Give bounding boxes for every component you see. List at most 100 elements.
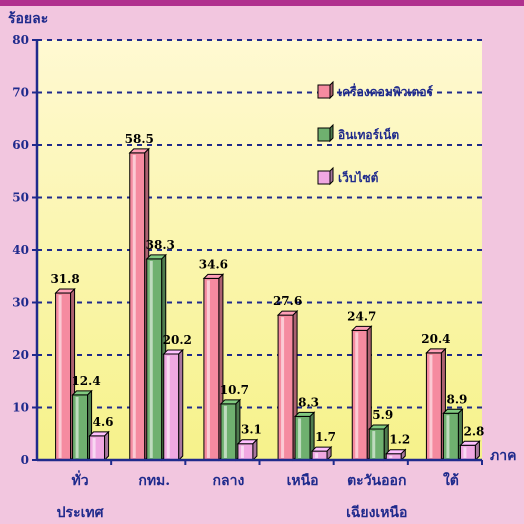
data-label: 20.2 (163, 333, 192, 347)
y-tick-label: 70 (12, 86, 29, 100)
category-label: ประเทศ (57, 505, 105, 521)
data-label: 8.3 (298, 395, 319, 409)
bar-front (442, 412, 459, 461)
bar-front (220, 403, 237, 461)
bar-front (277, 314, 294, 461)
bar-front (237, 443, 254, 461)
bar-front (129, 152, 146, 461)
bar-front (89, 435, 106, 461)
y-tick-label: 20 (12, 348, 29, 362)
y-tick-label: 80 (12, 33, 29, 47)
data-label: 38.3 (146, 238, 175, 252)
bar (236, 438, 259, 462)
data-label: 10.7 (220, 383, 249, 397)
bar-side (326, 445, 332, 462)
top-bar (0, 0, 524, 6)
bar-highlight (372, 431, 376, 458)
data-label: 31.8 (50, 272, 79, 286)
y-tick-label: 30 (12, 296, 29, 310)
y-tick-label: 60 (12, 138, 29, 152)
bar-front (459, 444, 476, 461)
data-label: 2.8 (463, 424, 484, 438)
bar-highlight (446, 415, 450, 458)
bar (276, 309, 299, 462)
bar (293, 411, 316, 462)
legend-swatch-side (329, 80, 334, 100)
bar-highlight (355, 332, 359, 458)
bar (202, 273, 225, 462)
legend-swatch (317, 170, 331, 185)
data-label: 1.7 (315, 430, 336, 444)
bar-highlight (149, 260, 153, 458)
bar-highlight (429, 354, 433, 458)
legend-label: อินเทอร์เน็ต (338, 127, 399, 142)
category-label: กทม. (138, 473, 170, 489)
bar (145, 253, 167, 462)
bar (88, 430, 110, 462)
data-label: 5.9 (372, 408, 393, 422)
y-tick-label: 50 (12, 191, 29, 205)
bar-front (425, 352, 442, 461)
bar-highlight (75, 396, 79, 458)
bar-highlight (298, 418, 302, 458)
data-label: 4.6 (93, 415, 114, 429)
bar (128, 147, 150, 462)
bar-highlight (206, 280, 210, 458)
bar-side (400, 448, 406, 462)
bar-highlight (58, 295, 62, 458)
category-label: กลาง (213, 473, 245, 489)
bar-highlight (389, 455, 393, 458)
bar (162, 348, 184, 462)
bar-highlight (223, 405, 227, 458)
data-label: 3.1 (241, 423, 262, 437)
data-label: 8.9 (446, 392, 467, 406)
bar-front (311, 450, 328, 461)
bar-front (163, 353, 180, 461)
bar-side (252, 438, 258, 462)
data-label: 24.7 (347, 309, 376, 323)
y-tick-label: 10 (12, 401, 29, 415)
bar-highlight (240, 445, 244, 458)
bar-side (178, 348, 184, 462)
category-label: เหนือ (287, 473, 319, 489)
bar-highlight (463, 447, 467, 458)
bar (351, 325, 373, 462)
y-axis-label: ร้อยละ (8, 11, 48, 27)
bar (310, 445, 333, 462)
data-label: 27.6 (273, 294, 302, 308)
bar-front (351, 329, 368, 461)
bar (385, 448, 407, 462)
bar (459, 440, 481, 462)
bar (425, 347, 447, 462)
bar-highlight (132, 154, 136, 458)
y-tick-label: 0 (21, 453, 29, 467)
data-label: 58.5 (125, 132, 154, 146)
bar-highlight (281, 317, 285, 458)
legend-label: เว็บไซต์ (338, 170, 379, 185)
bar-front (72, 394, 89, 461)
bar-front (203, 277, 220, 461)
category-label: ตะวันออก (347, 473, 406, 489)
bar-highlight (166, 355, 170, 458)
bar-side (474, 440, 480, 462)
category-label: เฉียงเหนือ (346, 505, 407, 521)
bar-side (104, 430, 110, 462)
y-tick-label: 40 (12, 243, 29, 257)
bar-front (146, 258, 163, 461)
data-label: 1.2 (389, 433, 410, 447)
bar (442, 408, 464, 462)
legend-swatch-side (329, 166, 334, 186)
bar (71, 389, 93, 462)
bar (54, 287, 76, 462)
data-label: 34.6 (199, 257, 228, 271)
bar-front (294, 415, 311, 461)
category-label: ใต้ (443, 471, 459, 489)
category-label: ทั่ว (72, 470, 89, 489)
data-label: 20.4 (421, 332, 450, 346)
bar-highlight (315, 453, 319, 458)
bar (219, 398, 242, 462)
bar-front (368, 428, 385, 461)
x-axis-label: ภาค (490, 448, 516, 464)
